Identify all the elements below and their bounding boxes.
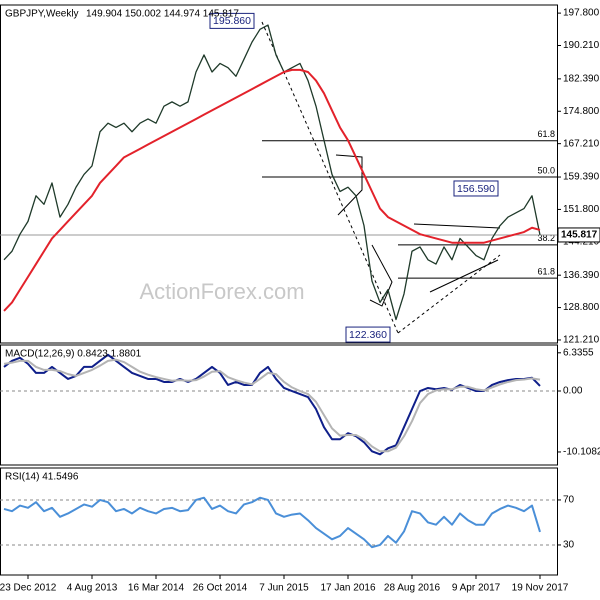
last-price-label: 145.817 — [561, 230, 598, 241]
ohlc: 149.904 150.002 144.974 145.817 — [86, 9, 239, 20]
y-tick-label: 197.800 — [563, 8, 600, 19]
x-tick-label: 26 Oct 2014 — [193, 583, 248, 594]
fib-label: 50.0 — [537, 165, 555, 175]
watermark: ActionForex.com — [139, 279, 304, 304]
fib-label: 38.2 — [537, 233, 555, 243]
annotation-label: 122.360 — [349, 329, 387, 341]
annotation-box — [453, 180, 499, 197]
flag — [335, 154, 363, 216]
y-tick-label: 121.210 — [563, 335, 600, 346]
trendline — [261, 21, 399, 334]
trendline — [413, 223, 501, 229]
series-line — [3, 68, 541, 312]
annotation-box — [345, 326, 391, 343]
y-tick-label: -10.1082 — [563, 447, 600, 458]
y-tick-label: 136.390 — [563, 270, 600, 281]
last-price-box — [557, 227, 600, 243]
y-tick-label: 30 — [563, 540, 575, 551]
x-tick-label: 9 Apr 2017 — [452, 583, 501, 594]
panel-frame — [0, 4, 558, 344]
trendline — [429, 259, 499, 293]
y-tick-label: 182.390 — [563, 74, 600, 85]
y-tick-label: 151.800 — [563, 204, 600, 215]
y-tick-label: 190.210 — [563, 40, 600, 51]
panel-frame — [0, 467, 558, 576]
series-line — [3, 496, 541, 549]
flag — [369, 244, 393, 307]
panel-title: MACD(12,26,9) 0.8423 1.8801 — [5, 349, 142, 360]
y-tick-label: 174.800 — [563, 106, 600, 117]
series-line — [3, 24, 541, 321]
annotation-label: 195.860 — [213, 15, 251, 27]
annotation-label: 156.590 — [457, 183, 495, 195]
annotation-box — [209, 12, 255, 29]
trendlines — [261, 21, 501, 334]
x-tick-label: 23 Dec 2012 — [0, 583, 57, 594]
x-tick-label: 4 Aug 2013 — [67, 583, 118, 594]
x-tick-label: 19 Nov 2017 — [512, 583, 569, 594]
panel-title: GBPJPY,Weekly — [5, 9, 79, 20]
y-tick-label: 167.210 — [563, 138, 600, 149]
x-tick-label: 16 Mar 2014 — [128, 583, 185, 594]
y-tick-label: 159.390 — [563, 172, 600, 183]
x-tick-label: 17 Jan 2016 — [320, 583, 375, 594]
panel-title: RSI(14) 41.5496 — [5, 472, 79, 483]
fib-label: 61.8 — [537, 129, 555, 139]
panel-frame — [0, 344, 558, 466]
x-tick-label: 7 Jun 2015 — [259, 583, 309, 594]
y-tick-label: 128.800 — [563, 302, 600, 313]
y-tick-label: 70 — [563, 495, 575, 506]
y-tick-label: 0.00 — [563, 386, 583, 397]
y-tick-label: 6.3355 — [563, 347, 594, 358]
fib-label: 61.8 — [537, 267, 555, 277]
x-tick-label: 28 Aug 2016 — [384, 583, 441, 594]
series-line — [3, 358, 541, 453]
